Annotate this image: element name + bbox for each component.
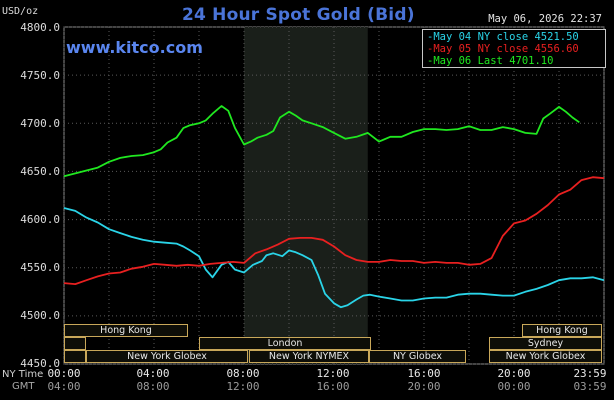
series-line-3 bbox=[63, 105, 580, 178]
x-tick-ny: 00:00 bbox=[47, 367, 81, 380]
y-tick-label: 4800.0 bbox=[20, 21, 60, 34]
x-tick-gmt: 20:00 bbox=[407, 380, 441, 393]
series-line-2 bbox=[63, 176, 605, 286]
legend-label: May 05 NY close bbox=[433, 43, 529, 55]
x-tick-ny: 04:00 bbox=[136, 367, 170, 380]
x-tick-ny: 20:00 bbox=[497, 367, 531, 380]
session-blank bbox=[64, 337, 86, 350]
x-tick-gmt: 04:00 bbox=[47, 380, 81, 393]
x-tick-ny: 12:00 bbox=[316, 367, 350, 380]
session-hong-kong: Hong Kong bbox=[522, 324, 602, 337]
x-tick-gmt: 12:00 bbox=[226, 380, 260, 393]
legend-swatch-dash: - bbox=[427, 55, 434, 67]
chart-title: 24 Hour Spot Gold (Bid) bbox=[182, 5, 415, 25]
session-sydney: Sydney bbox=[489, 337, 602, 350]
y-tick-label: 4650.0 bbox=[20, 165, 60, 178]
legend-swatch-dash: - bbox=[427, 43, 434, 55]
session-london: London bbox=[199, 337, 371, 350]
x-tick-gmt: 00:00 bbox=[497, 380, 531, 393]
ny-time-label: NY Time bbox=[2, 369, 44, 380]
session-ny-globex-2: NY Globex bbox=[369, 350, 466, 363]
datetime-stamp: May 06, 2026 22:37 bbox=[488, 13, 602, 25]
session-blank bbox=[64, 350, 86, 363]
x-tick-ny: 23:59 bbox=[573, 367, 607, 380]
y-tick-label: 4500.0 bbox=[20, 309, 60, 322]
series-line-1 bbox=[63, 207, 605, 309]
y-tick-label: 4600.0 bbox=[20, 213, 60, 226]
legend-value: 4521.50 bbox=[534, 31, 579, 43]
y-tick-label: 4550.0 bbox=[20, 261, 60, 274]
unit-label: USD/oz bbox=[2, 6, 39, 17]
website-link[interactable]: www.kitco.com bbox=[66, 38, 203, 57]
x-tick-gmt: 03:59 bbox=[573, 380, 607, 393]
legend-value: 4556.60 bbox=[534, 43, 579, 55]
x-tick-ny: 08:00 bbox=[226, 367, 260, 380]
legend: -May 04 NY close 4521.50 -May 05 NY clos… bbox=[422, 29, 606, 68]
legend-entry: -May 06 Last 4701.10 bbox=[427, 55, 553, 67]
legend-swatch-dash: - bbox=[427, 31, 434, 43]
x-tick-gmt: 08:00 bbox=[136, 380, 170, 393]
y-tick-label: 4700.0 bbox=[20, 117, 60, 130]
legend-value: 4701.10 bbox=[509, 55, 554, 67]
session-ny-nymex: New York NYMEX bbox=[249, 350, 369, 363]
nymex-band bbox=[244, 27, 368, 364]
session-ny-globex-3: New York Globex bbox=[489, 350, 602, 363]
y-tick-label: 4450.0 bbox=[20, 357, 60, 370]
legend-label: May 06 Last bbox=[433, 55, 503, 67]
x-tick-gmt: 16:00 bbox=[316, 380, 350, 393]
y-tick-label: 4750.0 bbox=[20, 69, 60, 82]
session-hong-kong: Hong Kong bbox=[64, 324, 188, 337]
session-ny-globex: New York Globex bbox=[86, 350, 248, 363]
legend-entry: -May 04 NY close 4521.50 bbox=[427, 31, 579, 43]
legend-label: May 04 NY close bbox=[433, 31, 529, 43]
gmt-label: GMT bbox=[12, 381, 35, 392]
legend-entry: -May 05 NY close 4556.60 bbox=[427, 43, 579, 55]
x-tick-ny: 16:00 bbox=[407, 367, 441, 380]
